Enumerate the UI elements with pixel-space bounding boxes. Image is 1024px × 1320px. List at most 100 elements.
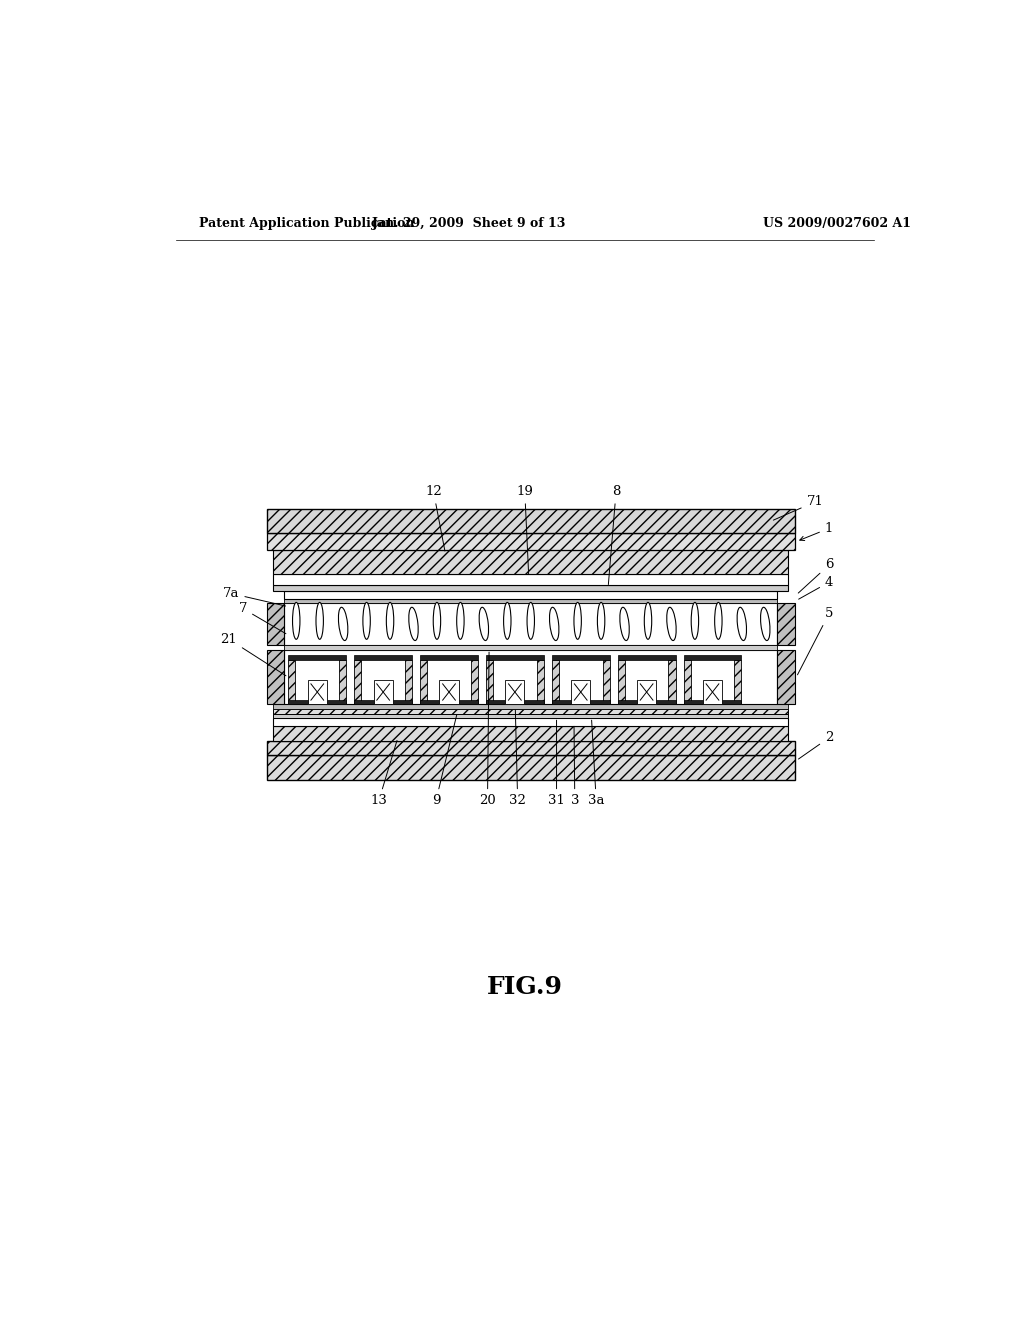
Bar xyxy=(486,700,544,704)
Bar xyxy=(486,655,544,660)
Bar xyxy=(285,651,777,704)
Ellipse shape xyxy=(691,602,698,639)
Ellipse shape xyxy=(362,602,371,639)
Bar xyxy=(285,598,777,602)
Bar xyxy=(267,755,795,780)
Bar xyxy=(420,700,478,704)
Bar xyxy=(439,680,459,704)
Bar xyxy=(471,660,478,704)
Text: 20: 20 xyxy=(479,652,496,808)
Text: 8: 8 xyxy=(608,486,621,585)
Text: 9: 9 xyxy=(432,715,457,808)
Bar xyxy=(273,704,788,709)
Ellipse shape xyxy=(433,602,440,639)
Bar xyxy=(354,700,412,704)
Bar xyxy=(552,655,609,660)
Bar xyxy=(267,651,285,704)
Text: 7: 7 xyxy=(239,602,286,634)
Text: 2: 2 xyxy=(799,731,834,759)
Ellipse shape xyxy=(293,602,300,639)
Bar xyxy=(571,680,590,704)
Bar xyxy=(602,660,609,704)
Bar xyxy=(273,549,788,574)
Bar xyxy=(273,585,788,591)
Bar xyxy=(552,700,609,704)
Bar xyxy=(354,655,412,660)
Bar xyxy=(420,655,478,660)
Bar xyxy=(289,655,346,660)
Bar xyxy=(734,660,741,704)
Bar xyxy=(777,602,795,645)
Ellipse shape xyxy=(737,607,746,640)
Text: FIG.9: FIG.9 xyxy=(486,974,563,999)
Ellipse shape xyxy=(316,602,324,639)
Bar xyxy=(289,660,296,704)
Bar xyxy=(267,741,795,755)
Text: 1: 1 xyxy=(800,521,834,540)
Bar xyxy=(354,660,361,704)
Bar xyxy=(537,660,544,704)
Bar xyxy=(617,655,676,660)
Text: US 2009/0027602 A1: US 2009/0027602 A1 xyxy=(763,216,911,230)
Bar xyxy=(273,718,788,726)
Bar xyxy=(267,533,795,549)
Bar xyxy=(308,680,327,704)
Bar xyxy=(617,700,676,704)
Bar xyxy=(273,709,788,714)
Bar xyxy=(289,700,346,704)
Text: 3: 3 xyxy=(570,726,579,808)
Ellipse shape xyxy=(409,607,418,640)
Bar xyxy=(702,680,722,704)
Text: 13: 13 xyxy=(371,741,397,808)
Bar xyxy=(684,655,741,660)
Bar xyxy=(404,660,412,704)
Bar xyxy=(777,651,795,704)
Bar xyxy=(684,700,741,704)
Text: 6: 6 xyxy=(799,558,834,593)
Text: 31: 31 xyxy=(548,721,565,808)
Ellipse shape xyxy=(620,607,630,640)
Text: Patent Application Publication: Patent Application Publication xyxy=(200,216,415,230)
Ellipse shape xyxy=(644,602,651,639)
Ellipse shape xyxy=(667,607,676,640)
Bar xyxy=(617,660,625,704)
Ellipse shape xyxy=(573,602,582,639)
Text: 32: 32 xyxy=(509,710,526,808)
Ellipse shape xyxy=(550,607,559,640)
Bar xyxy=(267,602,285,645)
Bar xyxy=(506,680,524,704)
Bar xyxy=(637,680,656,704)
Bar xyxy=(486,660,494,704)
Text: 3a: 3a xyxy=(588,721,604,808)
Bar xyxy=(273,714,788,718)
Bar xyxy=(374,680,392,704)
Text: Jan. 29, 2009  Sheet 9 of 13: Jan. 29, 2009 Sheet 9 of 13 xyxy=(372,216,566,230)
Bar xyxy=(285,591,777,598)
Bar xyxy=(552,660,559,704)
Ellipse shape xyxy=(386,602,394,639)
Bar xyxy=(420,660,427,704)
Text: 4: 4 xyxy=(799,576,834,599)
Bar xyxy=(285,645,777,651)
Text: 7a: 7a xyxy=(223,587,286,606)
Ellipse shape xyxy=(715,602,722,639)
Ellipse shape xyxy=(597,602,605,639)
Ellipse shape xyxy=(339,607,348,640)
Ellipse shape xyxy=(504,602,511,639)
Ellipse shape xyxy=(457,602,464,639)
Text: 19: 19 xyxy=(516,486,534,574)
Text: 5: 5 xyxy=(798,607,834,675)
Bar xyxy=(273,574,788,585)
Ellipse shape xyxy=(527,602,535,639)
Bar xyxy=(285,602,777,645)
Bar xyxy=(273,726,788,741)
Text: 12: 12 xyxy=(425,486,444,550)
Ellipse shape xyxy=(479,607,488,640)
Bar xyxy=(684,660,690,704)
Bar xyxy=(339,660,346,704)
Bar xyxy=(669,660,676,704)
Bar xyxy=(267,510,795,533)
Text: 71: 71 xyxy=(773,495,823,520)
Text: 21: 21 xyxy=(220,632,286,676)
Ellipse shape xyxy=(761,607,770,640)
